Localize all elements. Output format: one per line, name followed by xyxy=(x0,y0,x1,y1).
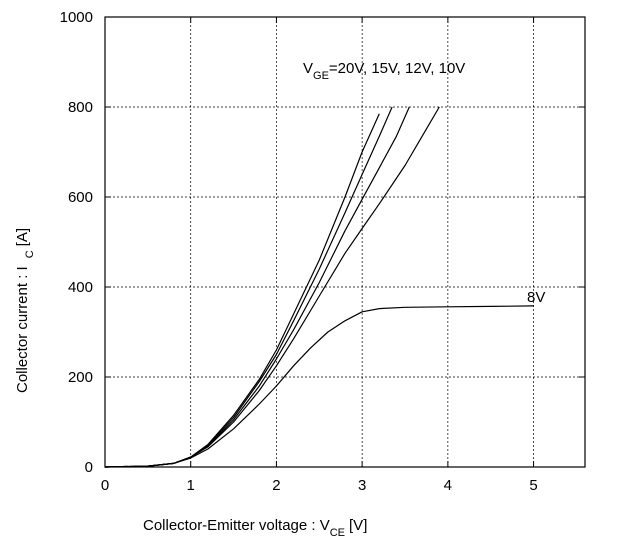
x-tick-label: 3 xyxy=(358,477,366,494)
plot-frame xyxy=(104,16,586,468)
series-lines xyxy=(104,106,534,468)
y-tick-label: 0 xyxy=(85,459,93,476)
y-tick-label: 800 xyxy=(68,99,93,116)
y-tick-label: 1000 xyxy=(60,9,93,26)
series-line-8v xyxy=(104,305,534,468)
series-line-20v xyxy=(104,113,380,468)
series-label-8v: 8V xyxy=(527,289,545,306)
y-tick-label: 200 xyxy=(68,369,93,386)
grid-lines xyxy=(105,17,585,467)
y-axis-label: Collector current : IC[A] xyxy=(14,228,36,393)
axis-ticks: 0 1 2 3 4 5 0 200 400 600 800 1000 xyxy=(60,9,585,494)
vge-annotation: VGE=20V, 15V, 12V, 10V xyxy=(303,60,465,82)
y-tick-label: 400 xyxy=(68,279,93,296)
x-tick-label: 0 xyxy=(101,477,109,494)
x-axis-label: Collector-Emitter voltage : VCE [V] xyxy=(143,517,367,539)
x-tick-label: 4 xyxy=(444,477,452,494)
y-tick-label: 600 xyxy=(68,189,93,206)
x-tick-label: 2 xyxy=(272,477,280,494)
x-tick-label: 1 xyxy=(187,477,195,494)
x-tick-label: 5 xyxy=(529,477,537,494)
